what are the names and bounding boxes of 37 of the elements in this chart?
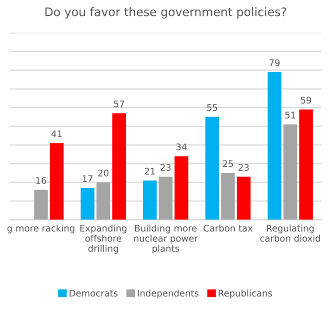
bar [96, 182, 110, 220]
bar [34, 190, 48, 220]
data-label: 57 [114, 100, 124, 108]
bar [283, 124, 298, 220]
bar [236, 176, 251, 220]
x-tick-label: Carbon tax [204, 224, 253, 232]
data-label: 59 [301, 96, 312, 104]
x-tick-label: Regulating carbon dioxid [260, 224, 320, 242]
bar [205, 116, 220, 220]
data-label: 25 [222, 160, 233, 168]
legend-label: Republicans [218, 290, 272, 298]
data-label: 21 [144, 168, 155, 174]
data-label: 16 [36, 177, 46, 184]
x-tick-label: Expanding offshore drilling [80, 224, 126, 254]
data-label: 41 [51, 130, 62, 138]
data-label: 23 [160, 164, 171, 171]
bar [143, 180, 157, 220]
data-label: 79 [270, 59, 280, 66]
x-tick-label: g more racking [7, 224, 74, 234]
bar [80, 188, 94, 220]
data-label: 55 [207, 104, 218, 112]
data-label: 34 [176, 143, 187, 150]
legend-label: Independents [138, 290, 198, 298]
data-label: 20 [98, 170, 108, 176]
chart-title: Do you favor these government policies? [45, 7, 286, 19]
bar [158, 176, 172, 220]
bar [268, 72, 282, 220]
bar [50, 143, 64, 220]
x-tick-label: Building more nuclear power plants [134, 224, 198, 254]
bar [174, 156, 188, 220]
data-label: 51 [285, 112, 296, 118]
legend-label: Democrats [70, 290, 118, 297]
bar [112, 113, 126, 220]
bar [299, 109, 313, 220]
data-label: 17 [82, 175, 93, 182]
data-label: 23 [238, 164, 249, 171]
bar [221, 173, 235, 220]
